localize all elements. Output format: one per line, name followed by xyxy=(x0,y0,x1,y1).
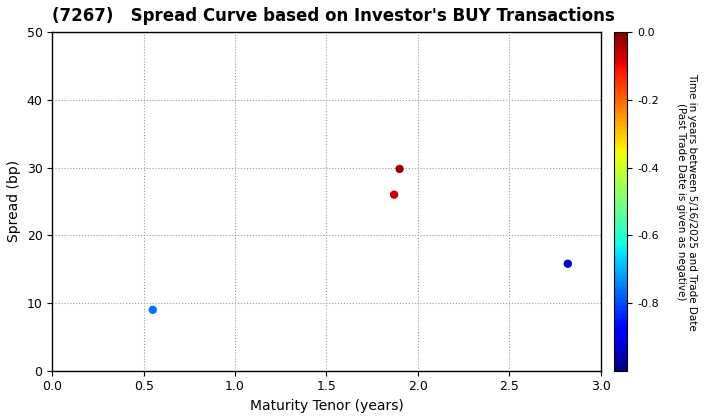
Text: (7267)   Spread Curve based on Investor's BUY Transactions: (7267) Spread Curve based on Investor's … xyxy=(53,7,615,25)
Point xyxy=(388,191,400,198)
Point xyxy=(394,165,405,172)
Y-axis label: Spread (bp): Spread (bp) xyxy=(7,160,21,242)
Y-axis label: Time in years between 5/16/2025 and Trade Date
(Past Trade Date is given as nega: Time in years between 5/16/2025 and Trad… xyxy=(675,73,697,330)
Point xyxy=(562,260,574,267)
X-axis label: Maturity Tenor (years): Maturity Tenor (years) xyxy=(250,399,403,413)
Point xyxy=(147,307,158,313)
